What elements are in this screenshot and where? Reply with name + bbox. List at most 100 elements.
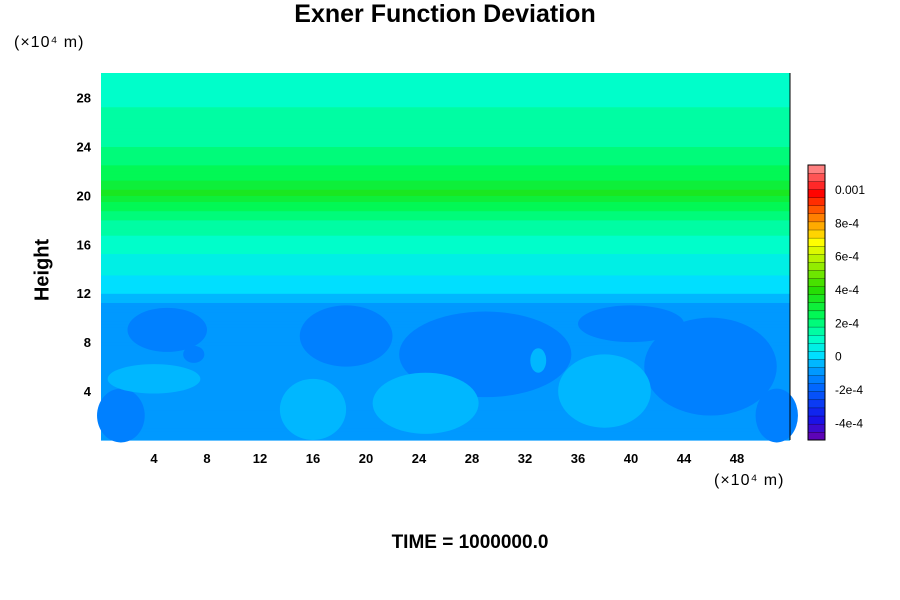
contour-band [101,137,790,141]
contour-band [101,85,790,89]
contour-band [101,225,790,230]
contour-band [101,189,790,193]
contour-band [101,232,790,236]
contour-band [101,201,790,206]
contour-band [101,299,790,303]
contour-band [101,180,790,184]
contour-band [101,161,790,166]
colorbar-swatch [807,181,826,190]
contour-band [101,228,790,233]
contour-band [101,76,790,80]
colorbar-swatch [807,294,826,303]
contour-band [101,305,790,310]
x-tick-label: 28 [465,451,479,466]
contour-band [101,146,790,151]
contour-band [101,152,790,157]
contour-band [101,88,790,92]
contour-band [101,216,790,221]
y-axis-unit-label: (×10⁴ m) [14,34,85,51]
x-tick-label: 20 [359,451,373,466]
colorbar-swatch [807,318,826,328]
contour-band [101,198,790,203]
low-contour-region [755,388,798,443]
contour-band [101,143,790,147]
chart-title: Exner Function Deviation [294,0,596,28]
x-axis-unit-label: (×10⁴ m) [714,472,785,489]
colorbar-swatch [807,399,826,409]
colorbar-swatch [807,197,826,206]
colorbar-swatch [807,391,826,401]
contour-band [101,106,790,111]
colorbar-swatch [807,172,826,182]
high-contour-region [372,372,479,434]
contour-band [101,262,790,267]
contour-band [101,433,790,438]
contour-band [101,82,790,86]
contour-band [101,277,790,282]
contour-band [101,284,790,288]
contour-band [101,268,790,273]
contour-band [101,287,790,291]
x-tick-label: 44 [677,451,692,466]
colorbar-swatch [807,213,826,223]
colorbar-swatch [807,237,826,247]
colorbar-swatch [807,334,826,344]
contour-band [101,112,790,117]
contour-band [101,293,790,297]
contour-band [101,100,790,105]
y-tick-label: 4 [84,384,92,399]
contour-band [101,256,790,261]
contour-band [101,222,790,227]
high-contour-region [558,354,651,428]
contour-band [101,259,790,264]
contour-band [101,158,790,163]
colorbar-swatch [807,189,826,198]
contour-field [97,73,798,443]
colorbar-tick-label: -4e-4 [835,416,863,430]
colorbar-tick-label: 2e-4 [835,316,859,330]
colorbar-swatch [807,278,826,287]
contour-band [101,131,790,135]
contour-band [101,244,790,248]
contour-band [101,210,790,215]
contour-band [101,121,790,126]
contour-band [101,192,790,196]
y-tick-label: 8 [84,335,91,350]
x-tick-label: 4 [150,451,158,466]
contour-band [101,91,790,96]
colorbar-swatch [807,269,826,279]
low-contour-region [183,345,205,363]
contour-band [101,204,790,209]
contour-band [101,186,790,190]
contour-band [101,149,790,154]
colorbar-tick-label: 0 [835,350,842,364]
time-label: TIME = 1000000.0 [391,532,549,553]
contour-band [101,134,790,138]
x-tick-label: 36 [571,451,585,466]
contour-band [101,235,790,239]
colorbar-swatch [807,415,826,425]
high-contour-region [279,378,347,440]
contour-band [101,140,790,144]
x-tick-label: 48 [730,451,744,466]
colorbar-swatch [807,367,826,376]
contour-band [101,73,790,77]
low-contour-region [127,307,207,352]
y-tick-label: 24 [77,139,92,154]
contour-band [101,124,790,129]
colorbar: 0.001 8e-4 6e-4 4e-4 2e-4 0 -2e-4 -4e-4 [807,164,865,441]
contour-band [101,195,790,199]
contour-band [101,280,790,285]
contour-band [101,170,790,175]
colorbar-swatch [807,286,826,295]
contour-band [101,430,790,435]
contour-band [101,302,790,307]
colorbar-tick-label: 8e-4 [835,216,859,230]
x-tick-label: 12 [253,451,267,466]
contour-band [101,164,790,169]
colorbar-swatch [807,310,826,320]
contour-band [101,176,790,181]
contour-band [101,219,790,224]
x-tick-label: 40 [624,451,638,466]
colorbar-swatch [807,407,826,417]
